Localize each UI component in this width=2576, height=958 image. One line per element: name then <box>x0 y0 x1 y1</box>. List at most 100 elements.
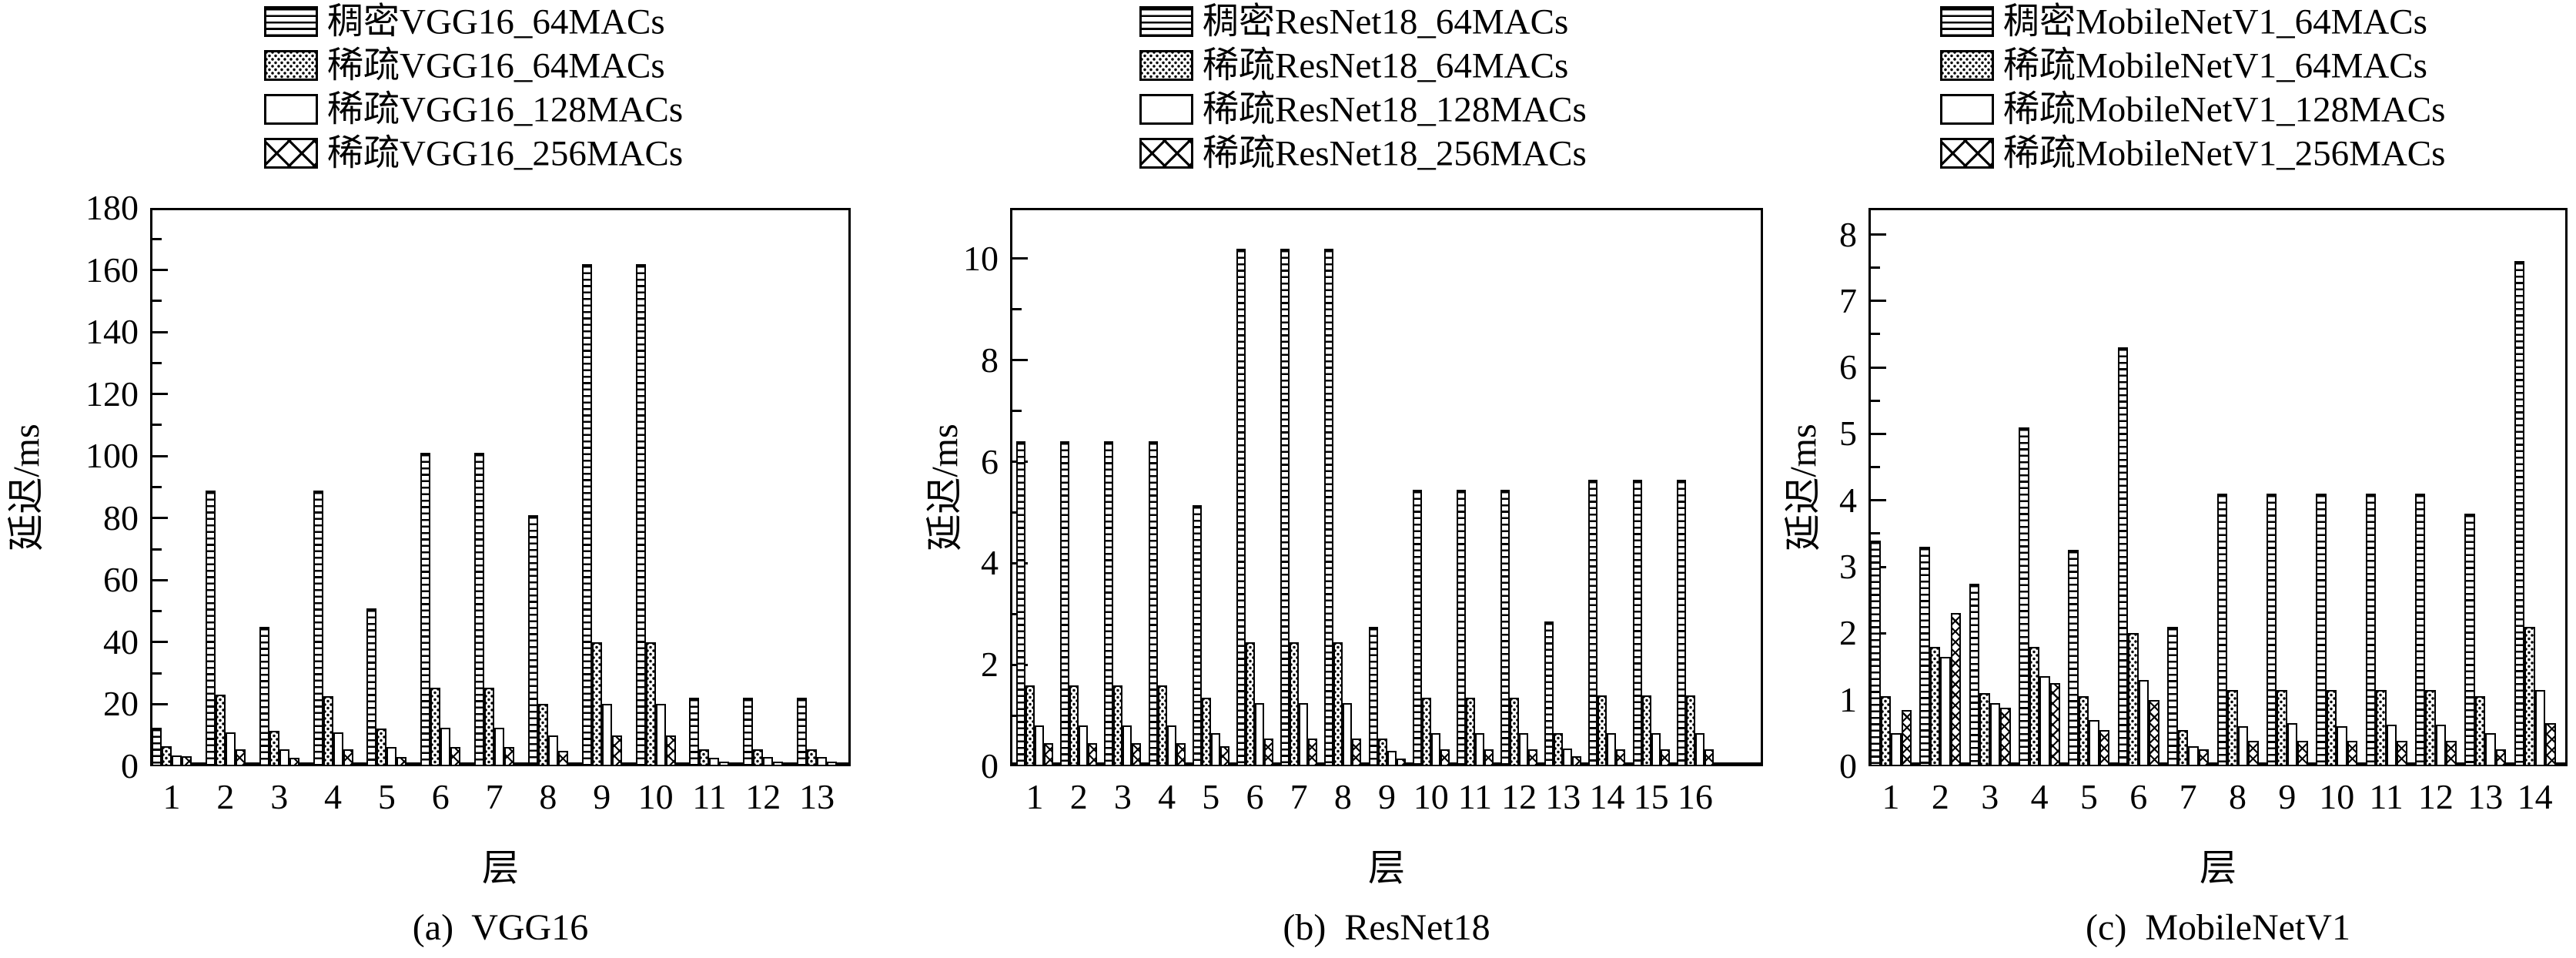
bar <box>807 749 818 766</box>
legend-swatch <box>1139 94 1193 125</box>
x-tick-label: 5 <box>377 777 396 816</box>
legend-item: 稀疏ResNet18_64MACs <box>1139 45 1832 86</box>
bar <box>225 732 236 766</box>
bar <box>1554 733 1564 766</box>
bar <box>2474 696 2486 766</box>
legend-label: 稀疏ResNet18_64MACs <box>1203 45 1569 86</box>
y-axis-major-tick <box>1871 300 1886 303</box>
bar <box>2316 494 2327 766</box>
legend-swatch <box>1139 138 1193 169</box>
y-axis-major-tick <box>1871 499 1886 502</box>
x-tick-label: 7 <box>2179 777 2197 816</box>
y-axis-major-tick <box>1871 366 1886 369</box>
bar <box>1597 695 1607 766</box>
bar <box>484 688 495 766</box>
bar <box>1352 738 1362 766</box>
bar <box>215 695 226 766</box>
legend-item: 稠密MobileNetV1_64MACs <box>1940 4 2576 40</box>
bar <box>1308 738 1318 766</box>
legend-item: 稀疏MobileNetV1_128MACs <box>1940 92 2576 128</box>
legend-label: 稀疏MobileNetV1_128MACs <box>2003 89 2446 130</box>
bar <box>269 730 279 766</box>
bar <box>279 749 289 766</box>
bar <box>1950 613 1962 766</box>
bar <box>689 698 700 766</box>
bar <box>1969 583 1980 766</box>
x-tick-label: 6 <box>2129 777 2148 816</box>
bar <box>162 745 172 766</box>
bar <box>333 732 343 766</box>
bar <box>1616 749 1626 766</box>
bar <box>645 641 656 766</box>
bar <box>1919 547 1930 766</box>
bar <box>1544 621 1554 766</box>
bar <box>1176 743 1186 766</box>
y-axis-minor-tick <box>1012 308 1022 311</box>
legend-label: 稀疏ResNet18_128MACs <box>1203 89 1587 130</box>
y-tick-label: 5 <box>1839 414 1857 454</box>
bar <box>2425 689 2436 766</box>
legend-label: 稀疏MobileNetV1_256MACs <box>2003 133 2446 174</box>
bar <box>1465 698 1475 766</box>
bar <box>2149 699 2159 766</box>
y-tick-label: 0 <box>981 746 999 785</box>
panel-caption: (c) MobileNetV1 <box>2086 907 2350 948</box>
bar <box>343 749 353 766</box>
x-tick-label: 8 <box>2229 777 2246 816</box>
bar <box>2414 494 2426 766</box>
y-tick-label: 8 <box>1839 214 1857 254</box>
legend-swatch <box>1940 6 1994 37</box>
bar <box>172 755 182 766</box>
legend-label: 稀疏MobileNetV1_64MACs <box>2003 45 2427 86</box>
y-tick-label: 60 <box>103 560 139 600</box>
y-axis-minor-tick <box>152 610 162 613</box>
bar <box>366 608 377 766</box>
bar <box>235 749 246 766</box>
y-axis-major-tick <box>152 330 168 333</box>
bar <box>2138 679 2149 766</box>
bar <box>1016 441 1025 766</box>
bar <box>1528 749 1538 766</box>
bar <box>474 453 485 766</box>
bar <box>420 453 431 766</box>
x-tick-label: 9 <box>593 777 611 816</box>
bar <box>289 757 299 766</box>
y-axis-minor-tick <box>152 237 162 240</box>
bar <box>1280 248 1290 766</box>
legend-swatch <box>264 94 318 125</box>
bar <box>2397 741 2407 766</box>
bar <box>2128 633 2139 766</box>
bar <box>2266 494 2277 766</box>
bar <box>1676 479 1686 766</box>
bar <box>1060 441 1070 766</box>
x-tick-label: 5 <box>2079 777 2098 816</box>
bar <box>2514 261 2525 766</box>
bar <box>450 746 461 766</box>
legend-item: 稀疏VGG16_64MACs <box>264 48 957 84</box>
bar <box>2117 347 2129 766</box>
y-tick-label: 0 <box>1839 746 1857 785</box>
bar <box>504 746 515 766</box>
y-axis-minor-tick <box>1871 266 1880 270</box>
bar <box>1641 695 1651 766</box>
bar <box>1088 743 1098 766</box>
bar <box>2198 749 2210 766</box>
bar <box>611 735 622 766</box>
y-tick-label: 140 <box>85 312 139 352</box>
bar <box>2326 689 2337 766</box>
bar <box>665 735 676 766</box>
y-axis-minor-tick <box>152 672 162 675</box>
bar <box>2049 683 2061 766</box>
y-tick-label: 8 <box>981 340 999 380</box>
bar <box>1236 248 1246 766</box>
y-axis-major-tick <box>152 641 168 644</box>
x-tick-label: 12 <box>1501 777 1537 816</box>
x-tick-label: 15 <box>1633 777 1669 816</box>
y-tick-label: 2 <box>1839 613 1857 653</box>
legend-swatch <box>1940 50 1994 81</box>
panel-caption: (b) ResNet18 <box>1283 907 1490 948</box>
y-tick-label: 7 <box>1839 280 1857 320</box>
bar <box>2365 494 2377 766</box>
x-axis-label: 层 <box>1367 848 1406 889</box>
